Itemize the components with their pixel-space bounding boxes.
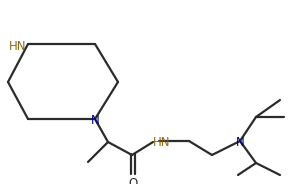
Text: HN: HN <box>9 40 26 52</box>
Text: O: O <box>129 177 138 184</box>
Text: N: N <box>236 137 244 149</box>
Text: N: N <box>91 114 99 128</box>
Text: HN: HN <box>153 135 170 148</box>
